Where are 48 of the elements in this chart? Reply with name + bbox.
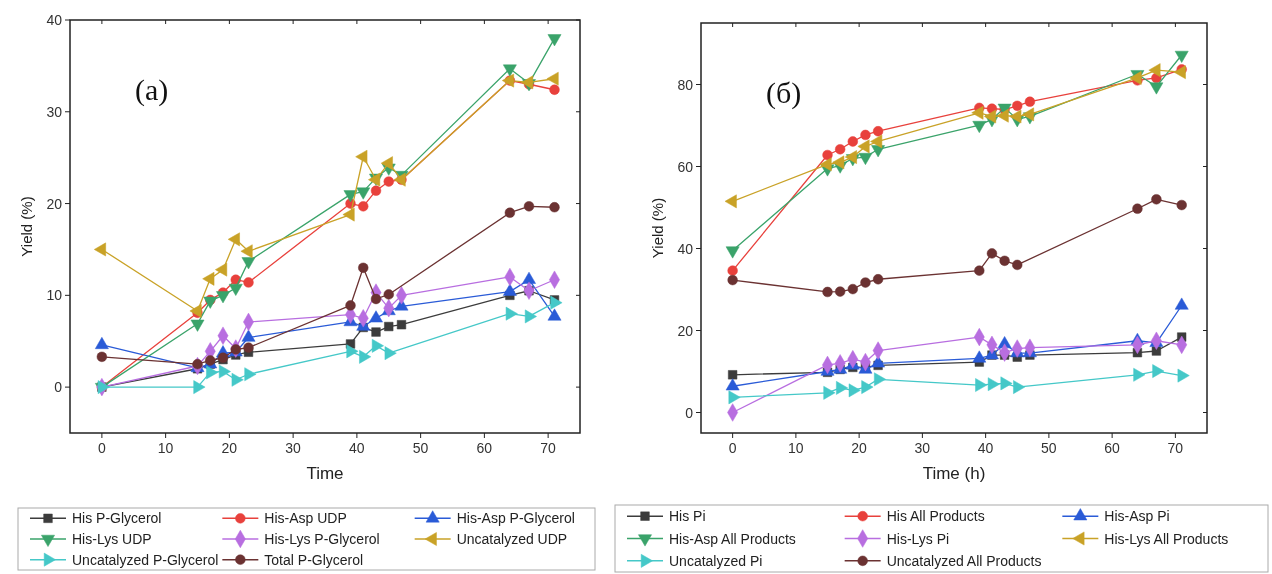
legend-label: His-Asp Pi (1104, 508, 1170, 525)
x-tick-label: 60 (1104, 440, 1121, 456)
y-tick-label: 20 (677, 322, 694, 339)
legend-label: His-Lys P-Glycerol (264, 531, 380, 547)
x-tick-label: 20 (851, 440, 868, 456)
legend-label: His P-Glycerol (72, 510, 162, 527)
y-axis-title: Yield (%) (18, 196, 35, 257)
x-tick-label: 10 (788, 440, 804, 456)
legend-label: Total P-Glycerol (264, 551, 364, 568)
x-tick-label: 30 (914, 440, 931, 456)
x-axis-title: Time (306, 464, 344, 483)
x-tick-label: 40 (349, 440, 365, 456)
x-tick-label: 0 (728, 440, 737, 456)
x-tick-label: 40 (977, 440, 994, 456)
x-tick-label: 70 (540, 440, 557, 456)
annotation: (б) (766, 76, 802, 110)
legend-label: His-Lys Pi (886, 530, 950, 547)
y-tick-label: 80 (677, 76, 694, 93)
legend-label: His Pi (669, 508, 706, 525)
x-tick-label: 20 (221, 440, 238, 456)
x-tick-label: 60 (476, 440, 493, 456)
legend-label: His-Lys All Products (1104, 530, 1229, 547)
legend-label: Uncatalyzed All Products (886, 552, 1042, 569)
x-tick-label: 70 (1167, 440, 1184, 456)
annotation: (a) (135, 73, 169, 107)
legend-label: His-Asp All Products (669, 530, 796, 547)
x-tick-label: 50 (1041, 440, 1057, 456)
x-tick-label: 50 (412, 440, 429, 456)
y-tick-label: 30 (46, 103, 63, 120)
y-tick-label: 10 (46, 287, 63, 304)
legend-label: Uncatalyzed UDP (456, 531, 568, 547)
y-tick-label: 20 (46, 195, 63, 212)
x-tick-label: 0 (97, 440, 106, 456)
y-tick-label: 40 (677, 240, 694, 257)
legend-label: His-Lys UDP (72, 531, 152, 547)
y-tick-label: 0 (685, 404, 694, 421)
legend-label: His-Asp P-Glycerol (456, 510, 575, 527)
y-axis-title: Yield (%) (649, 197, 666, 259)
y-tick-label: 40 (46, 12, 63, 28)
legend-label: His All Products (886, 508, 985, 525)
x-axis-title: Time (h) (922, 464, 986, 483)
y-tick-label: 0 (54, 379, 63, 396)
x-tick-label: 30 (285, 440, 302, 456)
legend-label: His-Asp UDP (264, 510, 347, 527)
legend-label: Uncatalyzed Pi (669, 552, 763, 569)
y-tick-label: 60 (677, 158, 694, 175)
x-tick-label: 10 (157, 440, 174, 456)
legend-label: Uncatalyzed P-Glycerol (72, 551, 219, 568)
